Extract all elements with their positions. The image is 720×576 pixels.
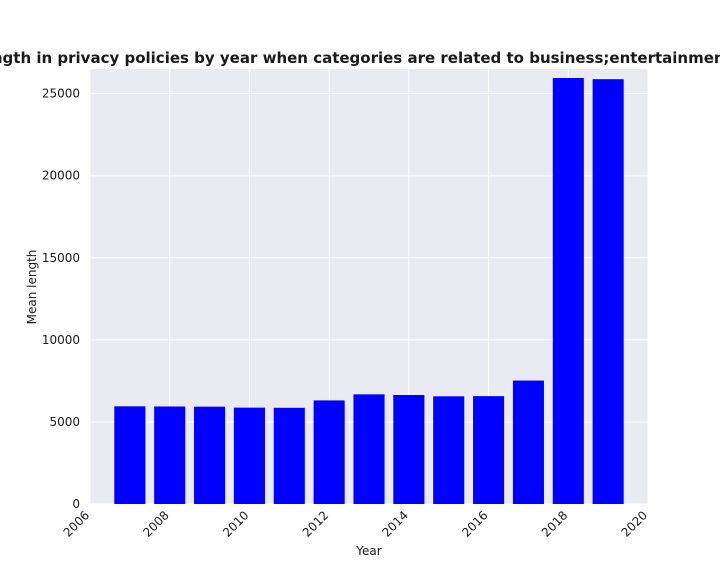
bars	[114, 78, 624, 504]
x-axis-label: Year	[355, 544, 381, 558]
y-axis-ticks: 0 5000 10000 15000 20000 25000	[42, 87, 80, 511]
x-axis-ticks: 2006 2008 2010 2012 2014 2016 2018 2020	[61, 508, 650, 539]
x-tick-label: 2016	[459, 508, 490, 539]
x-tick-label: 2020	[619, 508, 650, 539]
y-tick-label: 10000	[42, 333, 80, 347]
bar-2009	[194, 406, 226, 504]
bar-2010	[233, 407, 265, 504]
x-tick-label: 2010	[220, 508, 251, 539]
bar-2014	[393, 395, 425, 504]
x-tick-label: 2014	[379, 508, 410, 539]
y-tick-label: 0	[72, 497, 80, 511]
chart-title: Mean length in privacy policies by year …	[0, 49, 720, 67]
bar-2017	[512, 380, 544, 504]
bar-2013	[353, 394, 385, 504]
bar-2015	[433, 396, 465, 504]
y-tick-label: 15000	[42, 251, 80, 265]
bar-2007	[114, 406, 146, 504]
y-tick-label: 20000	[42, 169, 80, 183]
bar-2008	[154, 406, 186, 504]
y-tick-label: 25000	[42, 87, 80, 101]
x-tick-label: 2008	[140, 508, 171, 539]
x-tick-label: 2006	[61, 508, 92, 539]
bar-2011	[273, 407, 305, 504]
bar-2019	[592, 79, 624, 504]
bar-2012	[313, 400, 345, 504]
y-axis-label: Mean length	[25, 250, 39, 325]
y-tick-label: 5000	[49, 415, 80, 429]
bar-2018	[552, 78, 584, 504]
x-tick-label: 2018	[539, 508, 570, 539]
x-tick-label: 2012	[300, 508, 331, 539]
bar-2016	[473, 396, 505, 504]
